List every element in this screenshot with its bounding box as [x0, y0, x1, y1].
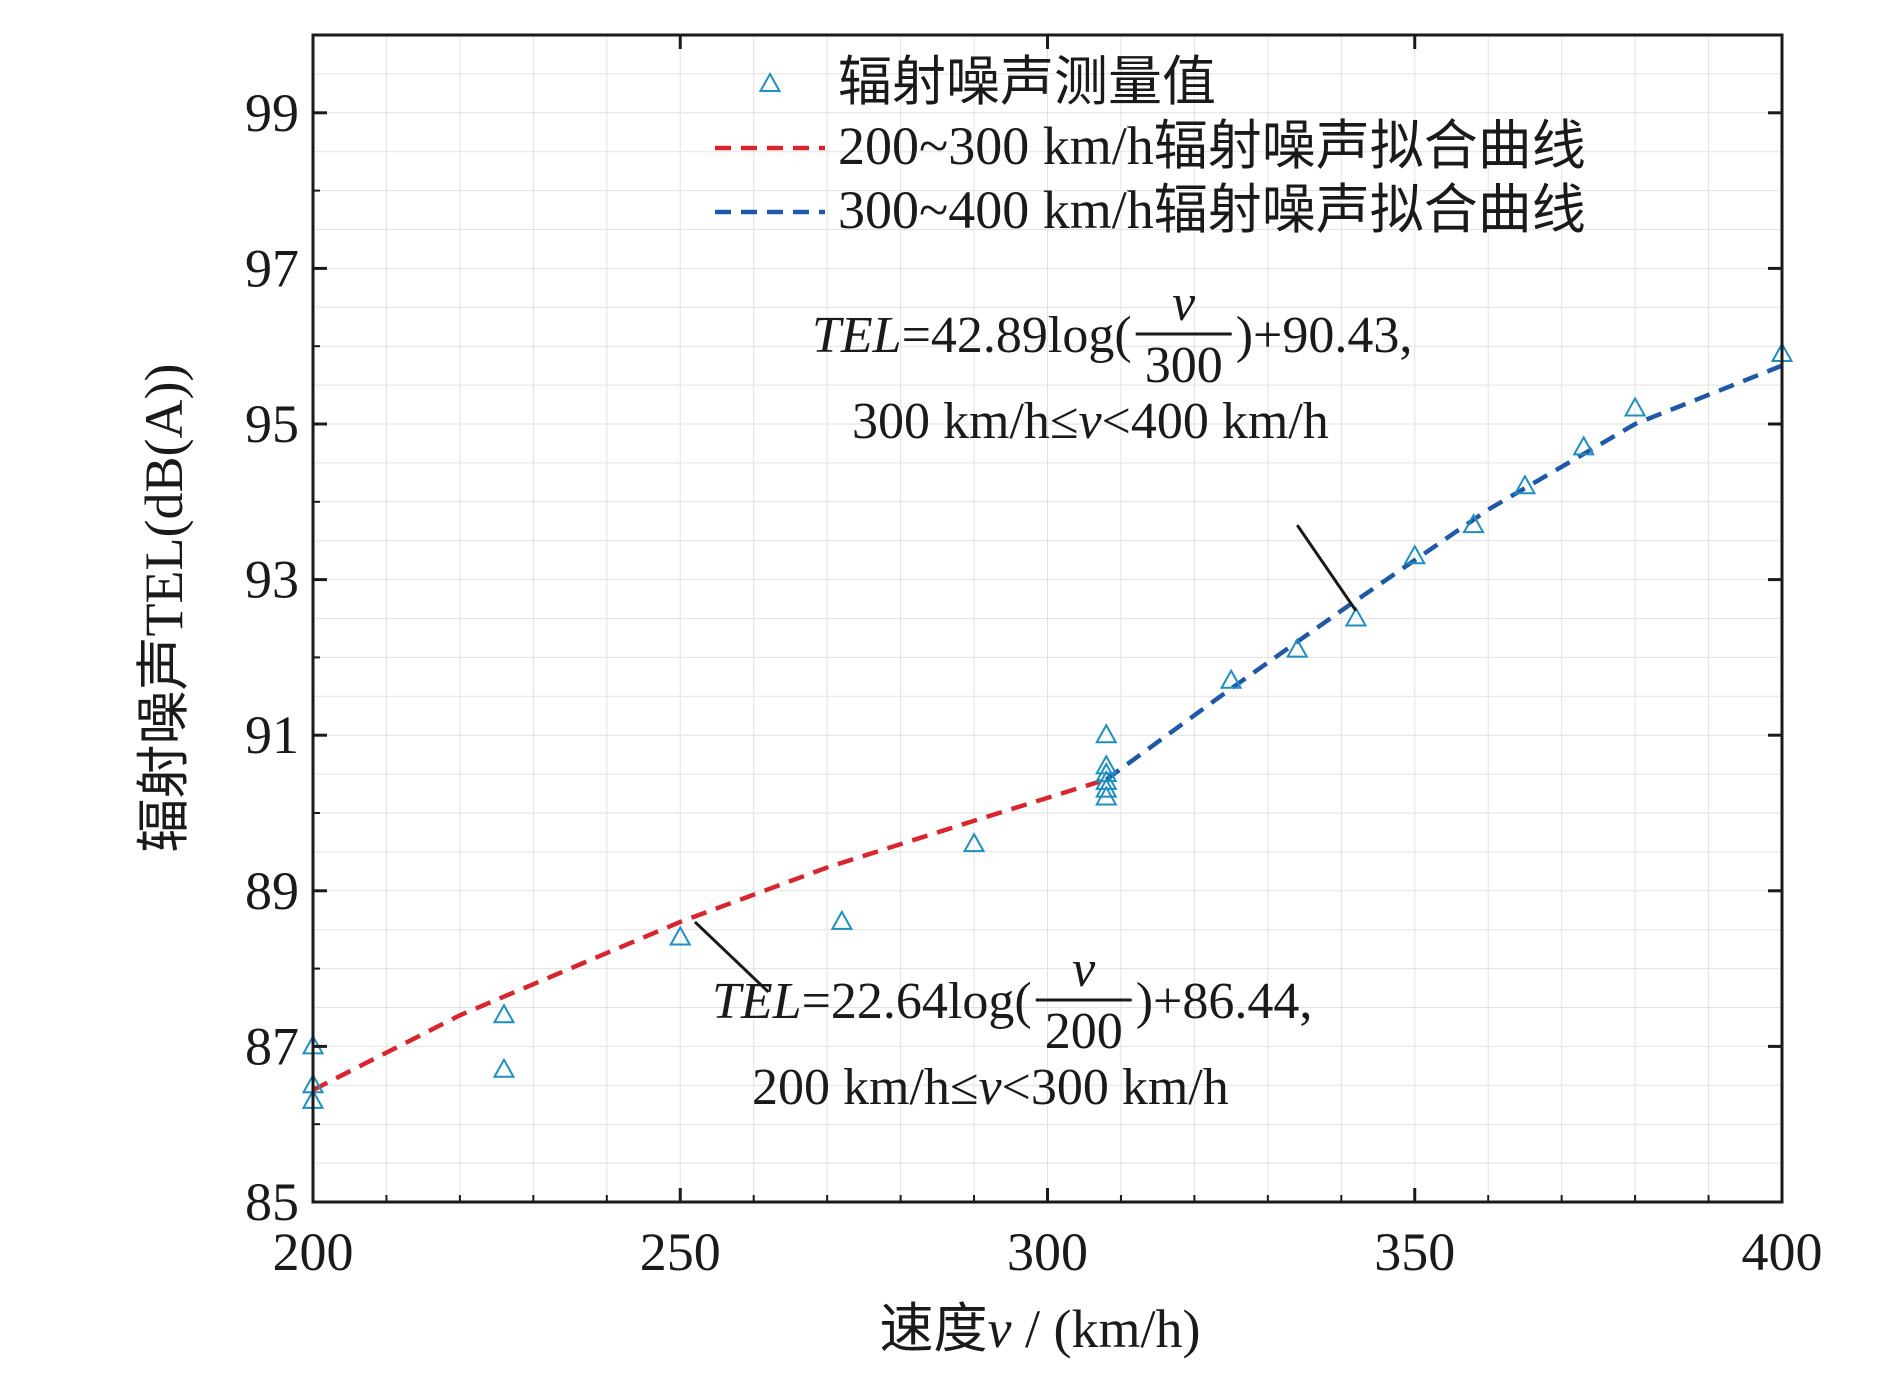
- annotation-pointer: [1295, 524, 1358, 612]
- fit-line-1: [311, 777, 1107, 1092]
- x-axis-title-prefix: 速度: [880, 1299, 988, 1359]
- data-point: [669, 925, 692, 946]
- legend-label: 300~400 km/h辐射噪声拟合曲线: [838, 180, 1586, 240]
- annotation-eq-pre: =22.64log(: [802, 973, 1032, 1030]
- y-tick-label: 85: [245, 1172, 299, 1232]
- y-tick-label: 87: [245, 1016, 299, 1076]
- x-axis-title-var: v: [988, 1299, 1012, 1359]
- annotation-frac-denominator: 300: [1145, 337, 1223, 394]
- annotation-equation-start: TEL=22.64log(: [712, 973, 1032, 1030]
- legend-label: 200~300 km/h辐射噪声拟合曲线: [838, 116, 1586, 176]
- annotation-frac-numerator: v: [1172, 275, 1196, 332]
- annotation-frac-denominator: 200: [1045, 1003, 1123, 1060]
- data-point: [962, 832, 986, 853]
- annotation-equation-start: TEL=42.89log(: [812, 307, 1132, 364]
- y-tick-label: 91: [245, 705, 299, 765]
- data-point: [1623, 396, 1647, 417]
- data-point: [1095, 777, 1118, 798]
- axis-ticks: 200 250 300 350 400 85 87 89 91 93 95 97 99: [245, 35, 1823, 1282]
- annotation-eq-post: )+86.44,: [1136, 973, 1313, 1030]
- annotation-range-pre: 300 km/h≤: [852, 393, 1078, 450]
- data-point: [1572, 435, 1595, 456]
- y-tick-label: 93: [245, 550, 299, 610]
- annotation-range-var: v: [978, 1059, 1002, 1116]
- x-tick-label: 200: [273, 1222, 354, 1282]
- annotation-eq-var: TEL: [812, 307, 902, 364]
- x-tick-label: 250: [640, 1222, 721, 1282]
- data-point: [492, 1003, 516, 1024]
- data-point: [1403, 544, 1426, 565]
- x-axis-title: 速度v / (km/h): [880, 1299, 1201, 1359]
- y-tick-label: 89: [245, 861, 299, 921]
- annotation-eq-post: )+90.43,: [1236, 307, 1413, 364]
- data-point: [1462, 513, 1485, 534]
- y-tick-label: 99: [245, 83, 299, 143]
- annotation-range-pre: 200 km/h≤: [752, 1059, 978, 1116]
- annotation-frac-numerator: v: [1072, 941, 1096, 998]
- y-tick-label: 95: [245, 394, 299, 454]
- x-tick-label: 350: [1374, 1222, 1455, 1282]
- data-point: [1344, 606, 1368, 627]
- data-point: [830, 909, 854, 930]
- data-point: [1219, 668, 1243, 689]
- data-point: [1513, 474, 1537, 495]
- annotation-range: 300 km/h≤v<400 km/h: [852, 393, 1329, 450]
- annotation-pointer: [693, 920, 770, 994]
- data-point: [492, 1057, 516, 1078]
- annotation-range: 200 km/h≤v<300 km/h: [752, 1059, 1229, 1116]
- y-axis-title: 辐射噪声TEL(dB(A)): [134, 364, 194, 853]
- data-point: [1286, 637, 1309, 658]
- y-tick-label: 97: [245, 238, 299, 298]
- x-tick-label: 400: [1742, 1222, 1823, 1282]
- annotation-range-post: <400 km/h: [1102, 393, 1329, 450]
- annotation-range-post: <300 km/h: [1002, 1059, 1229, 1116]
- annotation-range-var: v: [1078, 393, 1102, 450]
- legend-label: 辐射噪声测量值: [838, 52, 1216, 112]
- legend-marker-triangle: [758, 71, 782, 92]
- annotation-eq-pre: =42.89log(: [902, 307, 1132, 364]
- x-tick-label: 300: [1007, 1222, 1088, 1282]
- data-point: [1095, 723, 1118, 744]
- x-axis-title-suffix: / (km/h): [1011, 1299, 1200, 1359]
- fit-line-2: [1104, 363, 1783, 782]
- data-point: [1095, 785, 1118, 806]
- plot-series: [301, 341, 1794, 1109]
